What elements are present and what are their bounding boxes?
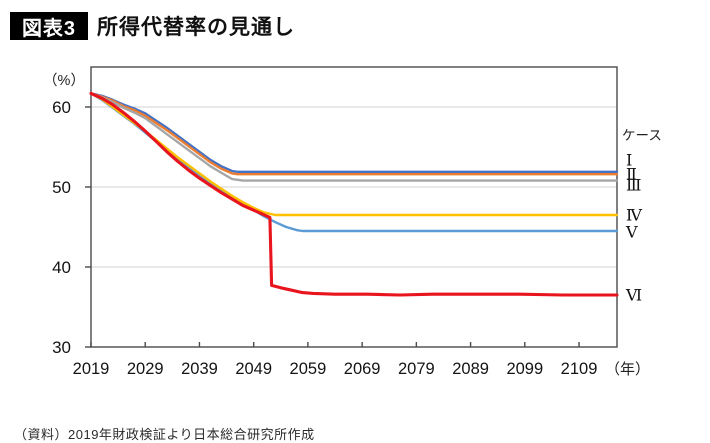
x-tick-label: 2099 bbox=[506, 360, 543, 378]
legend-title: ケース bbox=[622, 128, 662, 143]
series-line-case-2 bbox=[89, 92, 619, 176]
page-title: 所得代替率の見通し bbox=[97, 16, 295, 39]
x-tick-label: 2079 bbox=[398, 360, 435, 378]
y-tick-label: 60 bbox=[52, 98, 71, 117]
x-tick-label: 2049 bbox=[235, 360, 272, 378]
x-tick-label: 2019 bbox=[73, 360, 110, 378]
legend-label-case-4: Ⅳ bbox=[626, 206, 643, 225]
series-line-case-5 bbox=[89, 92, 619, 233]
series-line-case-3 bbox=[89, 92, 619, 182]
x-tick-label: 2059 bbox=[290, 360, 327, 378]
x-tick-label: 2069 bbox=[344, 360, 381, 378]
legend-label-case-2: Ⅱ bbox=[626, 165, 637, 184]
source-note: （資料）2019年財政検証より日本総合研究所作成 bbox=[14, 427, 315, 442]
y-tick-label: 50 bbox=[52, 178, 71, 197]
y-tick-label: 40 bbox=[52, 258, 71, 277]
y-unit-label: （%） bbox=[43, 72, 85, 89]
legend-label-case-1: Ⅰ bbox=[626, 150, 632, 169]
series-line-case-4 bbox=[89, 92, 619, 217]
x-tick-label: 2089 bbox=[452, 360, 489, 378]
x-tick-label: 2029 bbox=[127, 360, 164, 378]
figure-number-badge: 図表3 bbox=[10, 12, 88, 40]
legend-label-case-5: Ⅴ bbox=[625, 223, 638, 242]
figure-header: 図表3 所得代替率の見通し bbox=[10, 11, 295, 41]
legend-label-case-6: Ⅵ bbox=[625, 286, 642, 305]
series-line-case-6 bbox=[89, 91, 619, 297]
x-unit-label: （年） bbox=[605, 361, 650, 378]
plot-border bbox=[90, 66, 618, 348]
x-tick-label: 2039 bbox=[181, 360, 218, 378]
y-tick-label: 30 bbox=[52, 338, 71, 357]
x-tick-label: 2109 bbox=[561, 360, 598, 378]
legend-label-case-3: Ⅲ bbox=[626, 176, 641, 195]
